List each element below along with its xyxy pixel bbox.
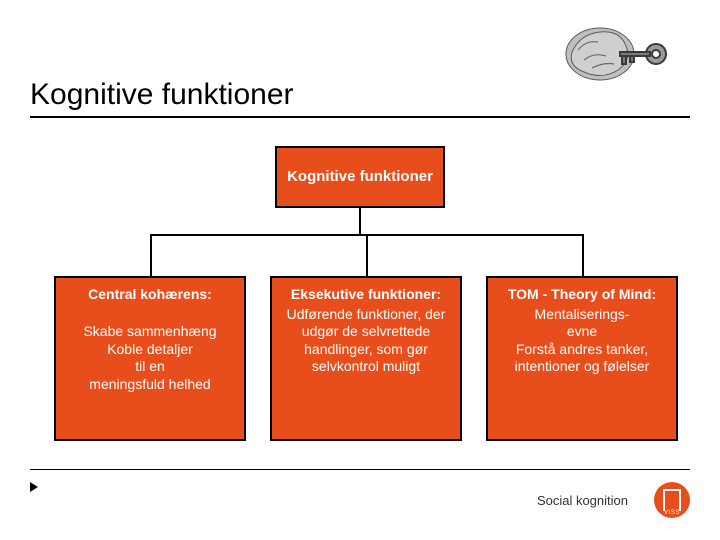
child-body: Mentaliserings-evneForstå andres tanker,…	[494, 306, 670, 376]
child-title: Eksekutive funktioner:	[278, 286, 454, 304]
child-title: TOM - Theory of Mind:	[494, 286, 670, 304]
logo-text: VISS	[664, 510, 680, 516]
root-node: Kognitive funktioner	[275, 146, 445, 208]
slide: Kognitive funktioner Kognitive funktione…	[0, 0, 720, 540]
org-chart: Kognitive funktioner Central kohærens: S…	[30, 146, 690, 446]
child-node-2: Eksekutive funktioner: Udførende funktio…	[270, 276, 462, 441]
connector	[582, 234, 584, 276]
footer-label: Social kognition	[537, 493, 628, 508]
child-body: Skabe sammenhængKoble detaljertil enmeni…	[62, 323, 238, 393]
footer-marker-icon	[30, 482, 38, 492]
child-title: Central kohærens:	[62, 286, 238, 304]
logo-icon: VISS	[654, 482, 690, 518]
brain-key-icon	[560, 22, 680, 92]
footer: Social kognition VISS	[30, 469, 690, 518]
root-label: Kognitive funktioner	[287, 168, 433, 186]
connector	[150, 234, 152, 276]
connector	[366, 234, 368, 276]
child-node-3: TOM - Theory of Mind: Mentaliserings-evn…	[486, 276, 678, 441]
child-body: Udførende funktioner, der udgør de selvr…	[278, 306, 454, 376]
connector	[359, 208, 361, 234]
child-node-1: Central kohærens: Skabe sammenhængKoble …	[54, 276, 246, 441]
